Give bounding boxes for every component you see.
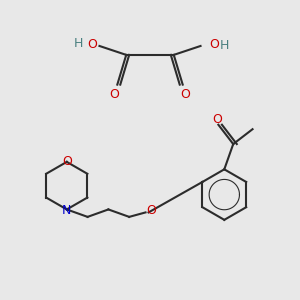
Text: O: O bbox=[146, 204, 156, 218]
Text: N: N bbox=[62, 204, 71, 218]
Text: O: O bbox=[62, 155, 72, 168]
Text: H: H bbox=[74, 37, 83, 50]
Text: O: O bbox=[209, 38, 219, 51]
Text: H: H bbox=[220, 40, 229, 52]
Text: O: O bbox=[110, 88, 119, 100]
Text: O: O bbox=[181, 88, 190, 100]
Text: O: O bbox=[87, 38, 97, 51]
Text: O: O bbox=[212, 113, 222, 126]
